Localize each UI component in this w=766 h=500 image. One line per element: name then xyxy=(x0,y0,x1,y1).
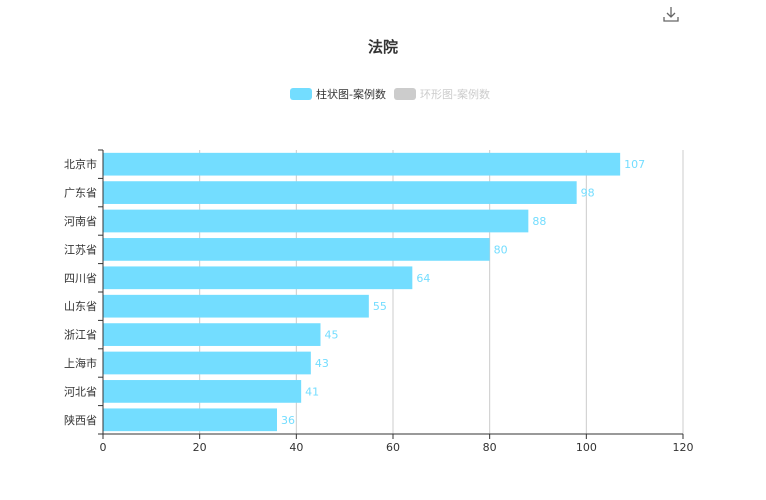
data-label: 45 xyxy=(325,329,339,342)
legend-label-ring: 环形图-案例数 xyxy=(419,88,490,101)
bar xyxy=(103,323,321,346)
data-label: 80 xyxy=(494,243,508,256)
y-tick-label: 北京市 xyxy=(64,157,97,171)
bar xyxy=(103,380,302,403)
legend-swatch-ring xyxy=(393,88,416,100)
bar xyxy=(103,181,577,204)
y-tick-label: 广东省 xyxy=(64,187,97,200)
y-tick-label: 浙江省 xyxy=(64,329,97,342)
bar xyxy=(103,238,490,261)
x-tick-label: 0 xyxy=(100,441,107,454)
bar xyxy=(103,351,311,375)
data-label: 43 xyxy=(315,357,329,370)
legend-item-ring[interactable]: 环形图-案例数 xyxy=(393,86,490,102)
bar xyxy=(103,152,621,176)
chart-title: 法院 xyxy=(367,38,398,56)
bar xyxy=(103,209,529,233)
legend: 柱状图-案例数 环形图-案例数 xyxy=(290,86,498,102)
legend-label-bar: 柱状图-案例数 xyxy=(316,88,386,101)
y-tick-label: 四川省 xyxy=(64,272,97,285)
y-tick-label: 上海市 xyxy=(64,356,97,370)
y-tick-label: 江苏省 xyxy=(64,243,97,256)
data-label: 64 xyxy=(416,272,430,285)
bar xyxy=(103,294,369,318)
bar xyxy=(103,408,277,432)
data-label: 41 xyxy=(305,385,319,398)
data-label: 55 xyxy=(373,300,387,313)
data-label: 107 xyxy=(624,158,645,171)
x-tick-label: 40 xyxy=(289,441,303,454)
x-tick-label: 120 xyxy=(673,441,694,454)
data-label: 36 xyxy=(281,414,295,427)
legend-swatch-bar xyxy=(290,88,312,100)
y-tick-label: 陕西省 xyxy=(64,413,97,427)
y-tick-label: 山东省 xyxy=(64,300,97,313)
legend-item-bar[interactable]: 柱状图-案例数 xyxy=(290,86,386,102)
y-tick-label: 河南省 xyxy=(64,215,97,228)
data-label: 88 xyxy=(532,215,546,228)
x-tick-label: 80 xyxy=(483,441,497,454)
bar xyxy=(103,266,413,290)
data-label: 98 xyxy=(581,187,595,200)
x-tick-label: 100 xyxy=(576,441,597,454)
download-icon[interactable] xyxy=(662,5,680,23)
y-tick-label: 河北省 xyxy=(64,385,97,398)
x-tick-label: 60 xyxy=(386,441,400,454)
x-tick-label: 20 xyxy=(193,441,207,454)
